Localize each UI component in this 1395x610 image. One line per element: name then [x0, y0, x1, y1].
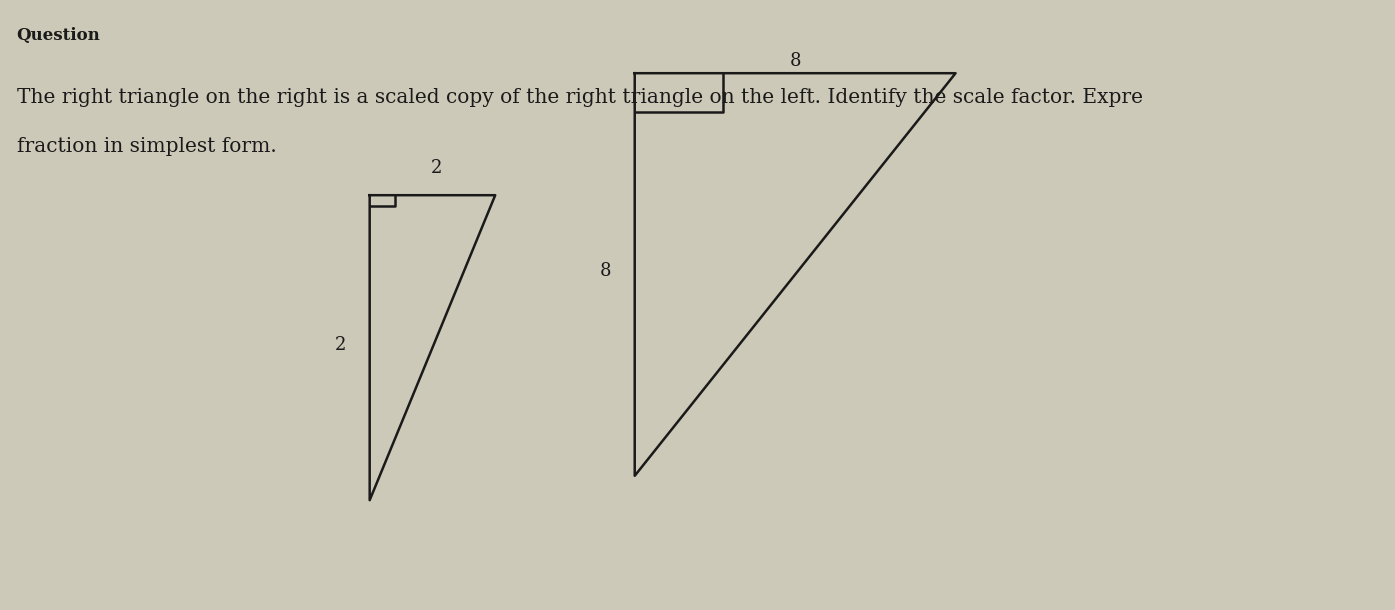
- Text: Question: Question: [17, 27, 100, 45]
- Text: 8: 8: [600, 262, 611, 281]
- Text: The right triangle on the right is a scaled copy of the right triangle on the le: The right triangle on the right is a sca…: [17, 88, 1143, 107]
- Text: 2: 2: [431, 159, 442, 177]
- Text: 8: 8: [790, 52, 801, 70]
- Text: fraction in simplest form.: fraction in simplest form.: [17, 137, 276, 156]
- Text: 2: 2: [335, 336, 346, 354]
